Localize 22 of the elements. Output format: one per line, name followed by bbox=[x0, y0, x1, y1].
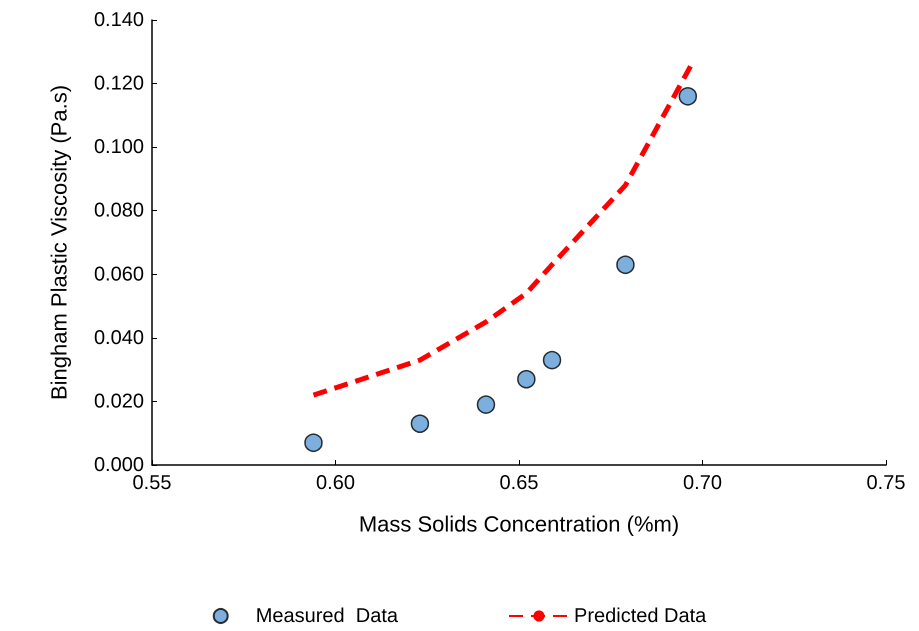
point bbox=[517, 370, 536, 388]
point bbox=[410, 414, 430, 433]
point bbox=[476, 395, 496, 414]
y-tick-label: 0.060 bbox=[94, 263, 144, 286]
x-tick-label: 0.75 bbox=[866, 472, 906, 494]
legend-label: Predicted Data bbox=[574, 605, 708, 627]
x-tick-label: 0.65 bbox=[500, 472, 538, 494]
y-axis-title: Bingham Plastic Viscosity (Pa.s) bbox=[46, 84, 72, 400]
point bbox=[616, 256, 635, 274]
point bbox=[304, 434, 323, 452]
y-tick-label: 0.080 bbox=[94, 200, 144, 222]
y-tick-label: 0.020 bbox=[94, 390, 144, 412]
legend-label: Measured Data bbox=[256, 605, 399, 627]
y-tick-label: 0.100 bbox=[94, 136, 144, 158]
x-axis-title: Mass Solids Concentration (%m) bbox=[358, 512, 680, 536]
y-tick-label: 0.140 bbox=[94, 9, 144, 31]
y-tick-label: 0.120 bbox=[94, 72, 144, 95]
x-tick-label: 0.70 bbox=[683, 472, 722, 494]
point bbox=[542, 350, 562, 370]
y-tick-label: 0.040 bbox=[94, 326, 144, 349]
x-tick-label: 0.60 bbox=[316, 472, 355, 494]
point bbox=[678, 87, 698, 106]
